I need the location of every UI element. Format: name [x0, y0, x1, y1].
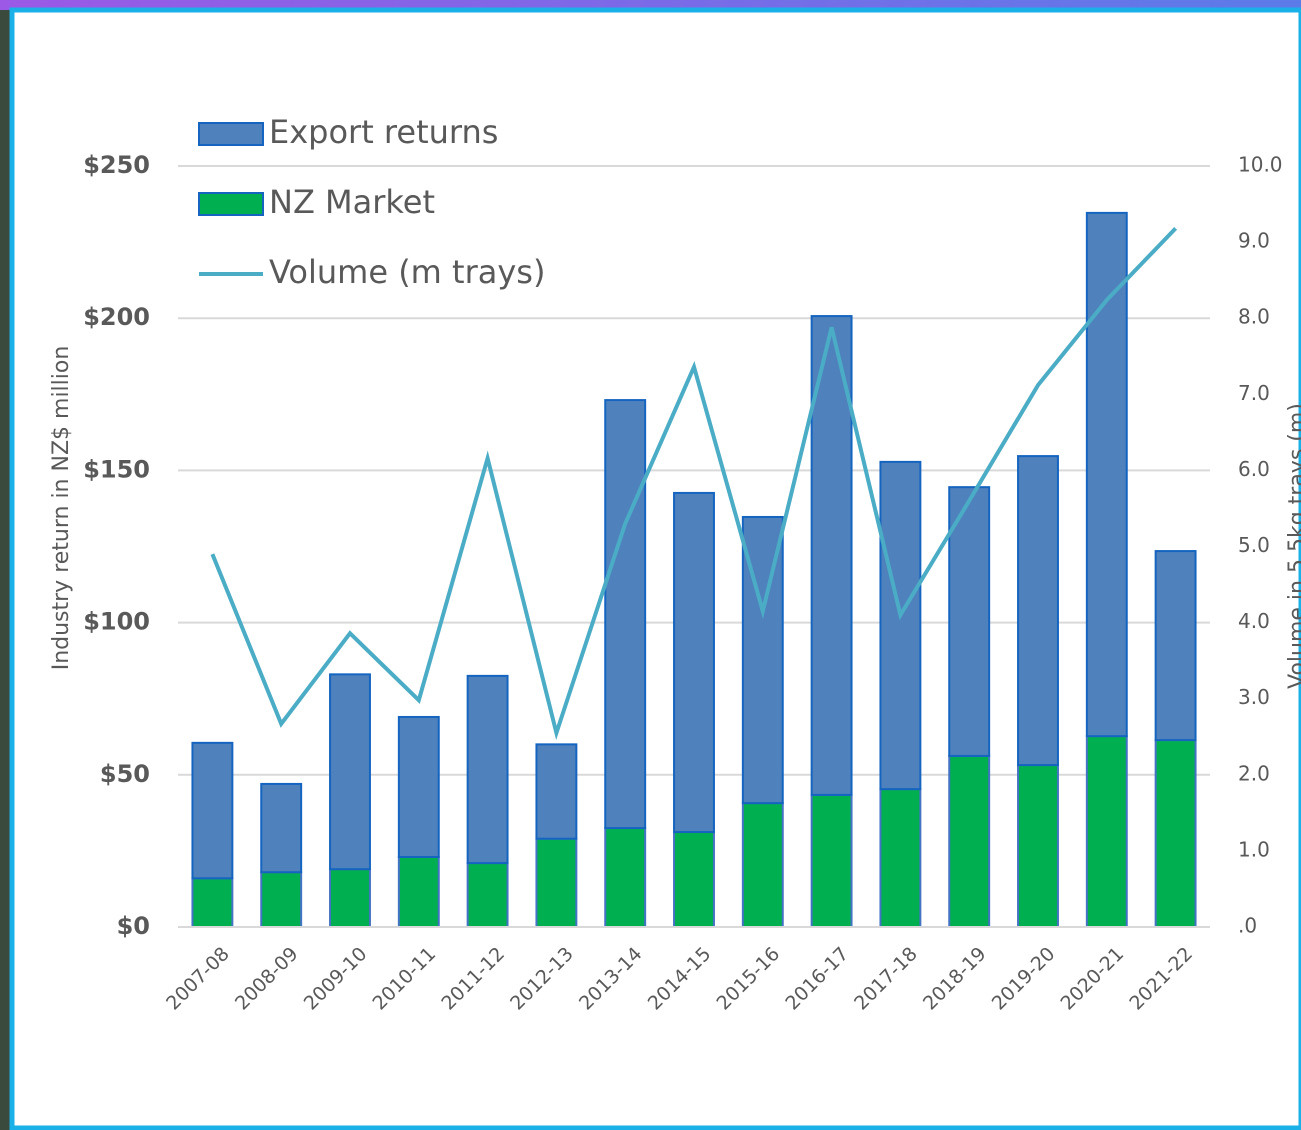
- bar: [397, 715, 440, 858]
- bar: [604, 399, 647, 830]
- y2-tick-label: 6.0: [1238, 457, 1270, 481]
- bar: [329, 868, 371, 928]
- bar: [191, 741, 234, 880]
- legend-label: Export returns: [269, 113, 498, 151]
- bar: [948, 486, 991, 757]
- bar: [535, 743, 578, 840]
- y-axis-label: Industry return in NZ$ million: [49, 346, 74, 671]
- legend-label: NZ Market: [269, 183, 435, 221]
- bar: [741, 802, 784, 928]
- bar: [604, 827, 647, 929]
- y-tick-label: $150: [83, 455, 150, 483]
- y2-tick-label: 8.0: [1238, 305, 1270, 329]
- bar: [879, 788, 922, 929]
- y2-tick-label: 4.0: [1238, 609, 1270, 633]
- bar: [260, 871, 303, 929]
- y-tick-label: $100: [83, 608, 150, 636]
- bar: [466, 674, 509, 865]
- y2-tick-label: 7.0: [1238, 381, 1270, 405]
- y-tick-label: $0: [117, 912, 150, 940]
- bar: [260, 782, 303, 874]
- y-tick-label: $50: [100, 760, 150, 788]
- bar: [1154, 550, 1197, 742]
- bar: [879, 460, 922, 791]
- legend-label: Volume (m trays): [269, 253, 545, 291]
- bar: [810, 315, 853, 796]
- bar: [673, 831, 715, 929]
- y2-tick-label: .0: [1238, 914, 1257, 938]
- y2-axis-label: Volume in 5.5kg trays (m): [1285, 403, 1301, 689]
- bar: [466, 862, 509, 928]
- y2-tick-label: 2.0: [1238, 761, 1270, 785]
- legend-swatch: [198, 122, 264, 146]
- bar: [191, 877, 234, 929]
- y-tick-label: $200: [83, 303, 150, 331]
- bar: [673, 491, 715, 834]
- line-series: [210, 227, 1178, 741]
- y2-tick-label: 1.0: [1238, 837, 1270, 861]
- bar: [1017, 455, 1059, 767]
- bar: [329, 673, 371, 871]
- y2-tick-label: 5.0: [1238, 533, 1270, 557]
- bar: [535, 837, 578, 928]
- bar: [397, 855, 440, 928]
- y2-tick-label: 9.0: [1238, 229, 1270, 253]
- bar: [1017, 764, 1059, 928]
- y2-tick-label: 3.0: [1238, 685, 1270, 709]
- bar: [1154, 739, 1197, 928]
- bar: [1085, 211, 1128, 738]
- legend-swatch: [198, 192, 264, 216]
- y2-tick-label: 10.0: [1238, 153, 1283, 177]
- bar: [810, 793, 853, 928]
- bar: [948, 754, 991, 928]
- y-tick-label: $250: [83, 151, 150, 179]
- bar: [1085, 735, 1128, 928]
